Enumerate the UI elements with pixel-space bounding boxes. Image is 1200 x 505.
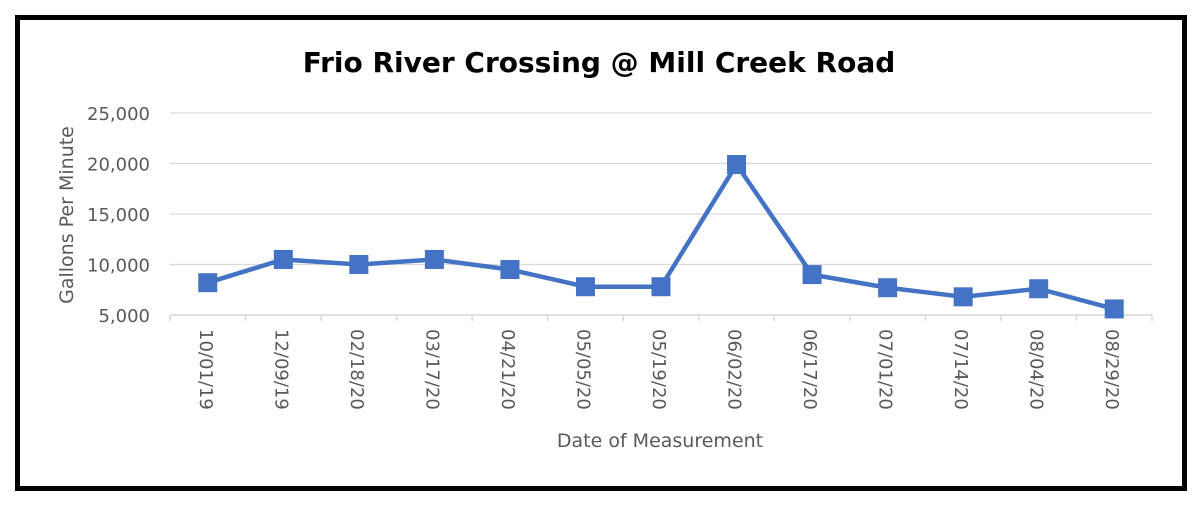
data-point xyxy=(349,255,369,274)
x-tick-label: 05/05/20 xyxy=(572,329,593,410)
series-layer xyxy=(198,155,1124,319)
chart-frame xyxy=(15,15,1187,491)
y-tick-label: 10,000 xyxy=(87,256,150,277)
x-tick-label: 10/01/19 xyxy=(195,329,216,410)
data-point xyxy=(575,277,595,297)
x-axis-title: Date of Measurement xyxy=(557,430,763,452)
x-tick-label: 08/04/20 xyxy=(1026,329,1047,410)
data-point xyxy=(651,277,671,297)
x-tick-label: 06/17/20 xyxy=(799,329,820,410)
x-tick-label: 06/02/20 xyxy=(724,329,745,410)
y-axis-ticks: 5,000 10,000 15,000 20,000 25,000 xyxy=(87,104,150,327)
x-axis xyxy=(169,314,1153,321)
x-tick-label: 07/14/20 xyxy=(950,329,971,410)
data-point xyxy=(1029,279,1049,299)
data-point xyxy=(953,287,973,307)
data-point xyxy=(424,249,444,269)
data-point xyxy=(727,155,747,175)
x-tick-label: 04/21/20 xyxy=(497,329,518,410)
data-point xyxy=(802,265,822,285)
gridlines xyxy=(170,112,1152,266)
y-tick-label: 20,000 xyxy=(87,155,150,176)
data-point xyxy=(878,278,898,298)
data-point xyxy=(273,249,293,269)
y-tick-label: 5,000 xyxy=(98,306,150,327)
y-tick-label: 25,000 xyxy=(87,104,150,125)
y-tick-label: 15,000 xyxy=(87,205,150,226)
data-point xyxy=(1104,299,1124,319)
x-axis-ticks: 10/01/19 12/09/19 02/18/20 03/17/20 04/21/20… xyxy=(195,329,1122,410)
x-tick-label: 05/19/20 xyxy=(648,329,669,410)
chart-title: Frio River Crossing @ Mill Creek Road xyxy=(303,46,896,79)
x-tick-label: 07/01/20 xyxy=(875,329,896,410)
data-point xyxy=(198,273,218,293)
data-point xyxy=(500,260,520,280)
x-tick-label: 02/18/20 xyxy=(346,329,367,410)
y-axis-title: Gallons Per Minute xyxy=(56,126,78,304)
x-tick-label: 03/17/20 xyxy=(421,329,442,410)
x-tick-label: 08/29/20 xyxy=(1101,329,1122,410)
x-tick-label: 12/09/19 xyxy=(270,329,291,410)
